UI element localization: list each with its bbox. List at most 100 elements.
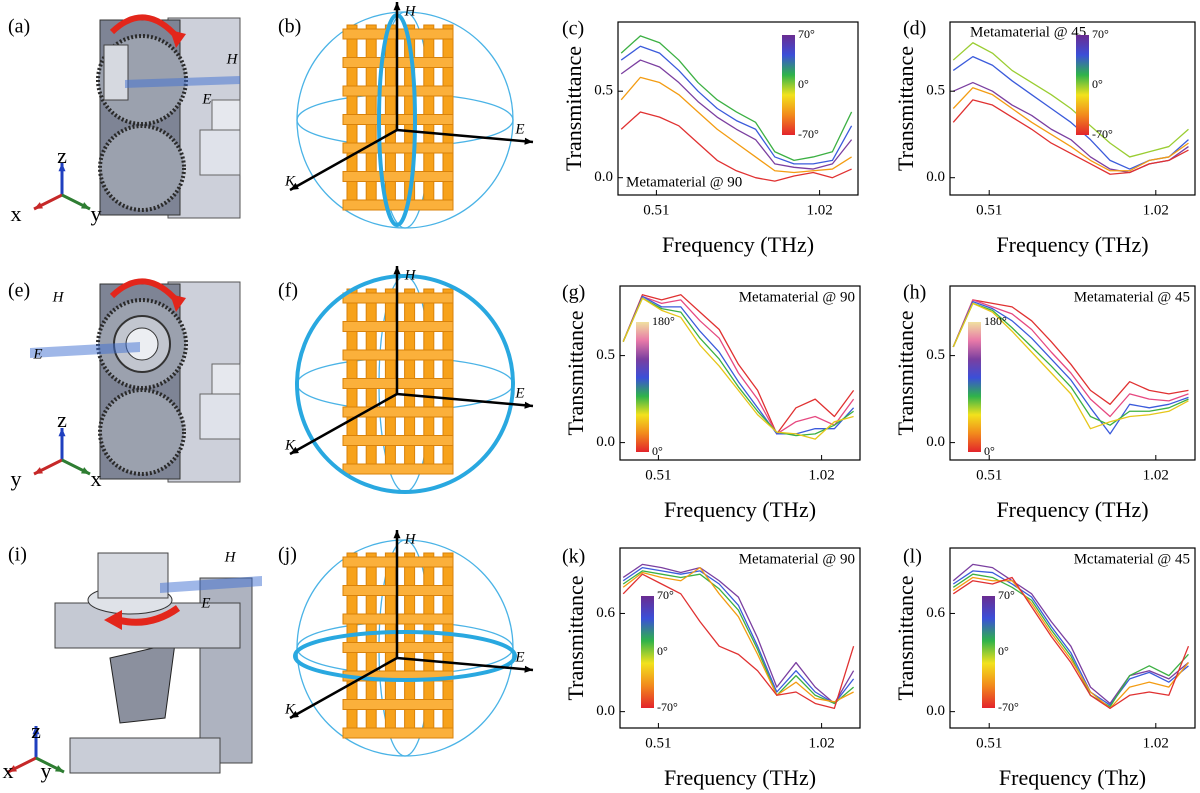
x-axis-label: Frequency (Thz)	[999, 765, 1146, 790]
series-line	[952, 299, 1189, 418]
chart: (g) 0.0 0.5 0.51 1.02 Frequency (THz) Transmit…	[562, 282, 861, 522]
x-tick-label: 0.51	[643, 202, 669, 218]
series-line	[622, 297, 854, 437]
panel-label: (k)	[562, 546, 585, 568]
series-line	[622, 294, 855, 435]
panel-label: (f)	[278, 280, 298, 302]
series-line	[952, 55, 1189, 170]
diagram-label: E	[514, 121, 524, 137]
diagram-label: E	[200, 595, 210, 611]
colorbar-label: -70°	[1092, 127, 1113, 141]
diagram-label: H	[404, 531, 417, 547]
series-line	[620, 111, 852, 182]
axis-e	[396, 392, 534, 408]
chart: (c) 0.0 0.5 0.51 1.02 Frequency (THz) Transmit…	[561, 18, 859, 257]
series-line	[622, 566, 855, 705]
y-tick-label: 0.5	[594, 83, 613, 99]
colorbar	[968, 322, 981, 452]
beam	[125, 76, 240, 88]
diagram-label: H	[52, 289, 65, 305]
x-tick-label: 1.02	[808, 735, 834, 751]
rotation-path	[293, 630, 517, 682]
series-line	[952, 570, 1189, 706]
series-line	[952, 87, 1189, 172]
axis-k-head	[290, 446, 299, 454]
y-axis-label: Transmittance	[893, 310, 918, 435]
colorbar-label: -70°	[657, 700, 678, 714]
lattice-bar	[342, 435, 454, 446]
y-tick-label: 0.0	[596, 703, 615, 719]
x-axis-label: Frequency (THz)	[996, 497, 1148, 522]
colorbar	[641, 596, 654, 708]
x-tick-label: 1.02	[1143, 467, 1169, 483]
diagram-label: H	[404, 267, 417, 283]
plot-frame	[949, 285, 1196, 461]
annotation: Metamaterial @ 90	[739, 289, 855, 305]
y-axis-label: Transmittance	[893, 575, 918, 700]
sample-holder	[97, 552, 169, 599]
series-line	[622, 295, 855, 435]
axis-e	[396, 128, 534, 144]
series-line	[952, 301, 1189, 435]
series-line	[622, 573, 855, 710]
chart: (k) 0.0 0.6 0.51 1.02 Frequency (THz) Transmit…	[562, 546, 861, 790]
series-line	[952, 302, 1189, 426]
diagram-label: x	[91, 466, 102, 491]
axis-e	[396, 656, 534, 672]
x-tick-label: 0.51	[976, 202, 1002, 218]
colorbar	[982, 596, 995, 708]
axis-k	[289, 392, 398, 456]
axis-x-head	[34, 467, 43, 474]
series-line	[952, 576, 1189, 710]
y-tick-label: 0.5	[596, 347, 615, 363]
beam	[30, 342, 140, 358]
diagram-label: K	[284, 437, 296, 453]
rotation-arrow-head	[170, 30, 186, 48]
x-axis-label: Frequency (THz)	[664, 497, 816, 522]
y-axis-label: Transmittance	[563, 310, 588, 435]
axis-k-head	[290, 710, 299, 718]
lattice-bar	[342, 199, 454, 211]
series-line	[620, 59, 853, 170]
x-axis-label: Frequency (THz)	[664, 765, 816, 790]
colorbar-label: 70°	[657, 588, 674, 602]
chart: (h) 0.0 0.5 0.51 1.02 Frequency (THz) Transmit…	[893, 282, 1196, 522]
step	[199, 393, 241, 440]
x-tick-label: 0.51	[976, 735, 1002, 751]
step	[211, 99, 241, 131]
diagram-label: x	[3, 758, 14, 783]
lattice-bar	[342, 171, 454, 182]
sample-holder	[103, 44, 129, 101]
series-line	[620, 35, 853, 162]
colorbar	[636, 322, 649, 452]
series-line	[622, 563, 855, 705]
axis-z-head	[58, 163, 66, 172]
series-line	[953, 81, 1189, 174]
panel-label: (h)	[903, 282, 926, 304]
axis-y-head	[81, 202, 90, 209]
plot-frame	[949, 21, 1196, 196]
colorbar-label: 70°	[998, 588, 1015, 602]
series-line	[952, 99, 1189, 175]
series-line	[952, 563, 1189, 705]
axis-z-head	[58, 428, 66, 437]
panel-label: (l)	[903, 546, 922, 568]
diagram-label: z	[31, 718, 41, 743]
diagram-label: y	[41, 758, 52, 783]
panel-label: (g)	[562, 282, 585, 304]
colorbar-label: -70°	[798, 127, 819, 141]
annotation: Metamaterial @ 45	[970, 24, 1086, 40]
bevel-gear	[109, 642, 176, 724]
y-tick-label: 0.5	[926, 347, 945, 363]
axis-e-head	[524, 137, 533, 145]
axis-y-head	[55, 765, 64, 772]
diagram-label: y	[91, 201, 102, 226]
panel-label: (a)	[8, 16, 30, 38]
colorbar-label: 180°	[984, 314, 1007, 328]
axis-e-head	[524, 401, 533, 409]
axis-x-head	[8, 765, 17, 772]
series-line	[622, 297, 854, 440]
y-tick-label: 0.6	[926, 605, 945, 621]
y-axis-label: Transmittance	[563, 575, 588, 700]
diagram-label: K	[284, 173, 296, 189]
